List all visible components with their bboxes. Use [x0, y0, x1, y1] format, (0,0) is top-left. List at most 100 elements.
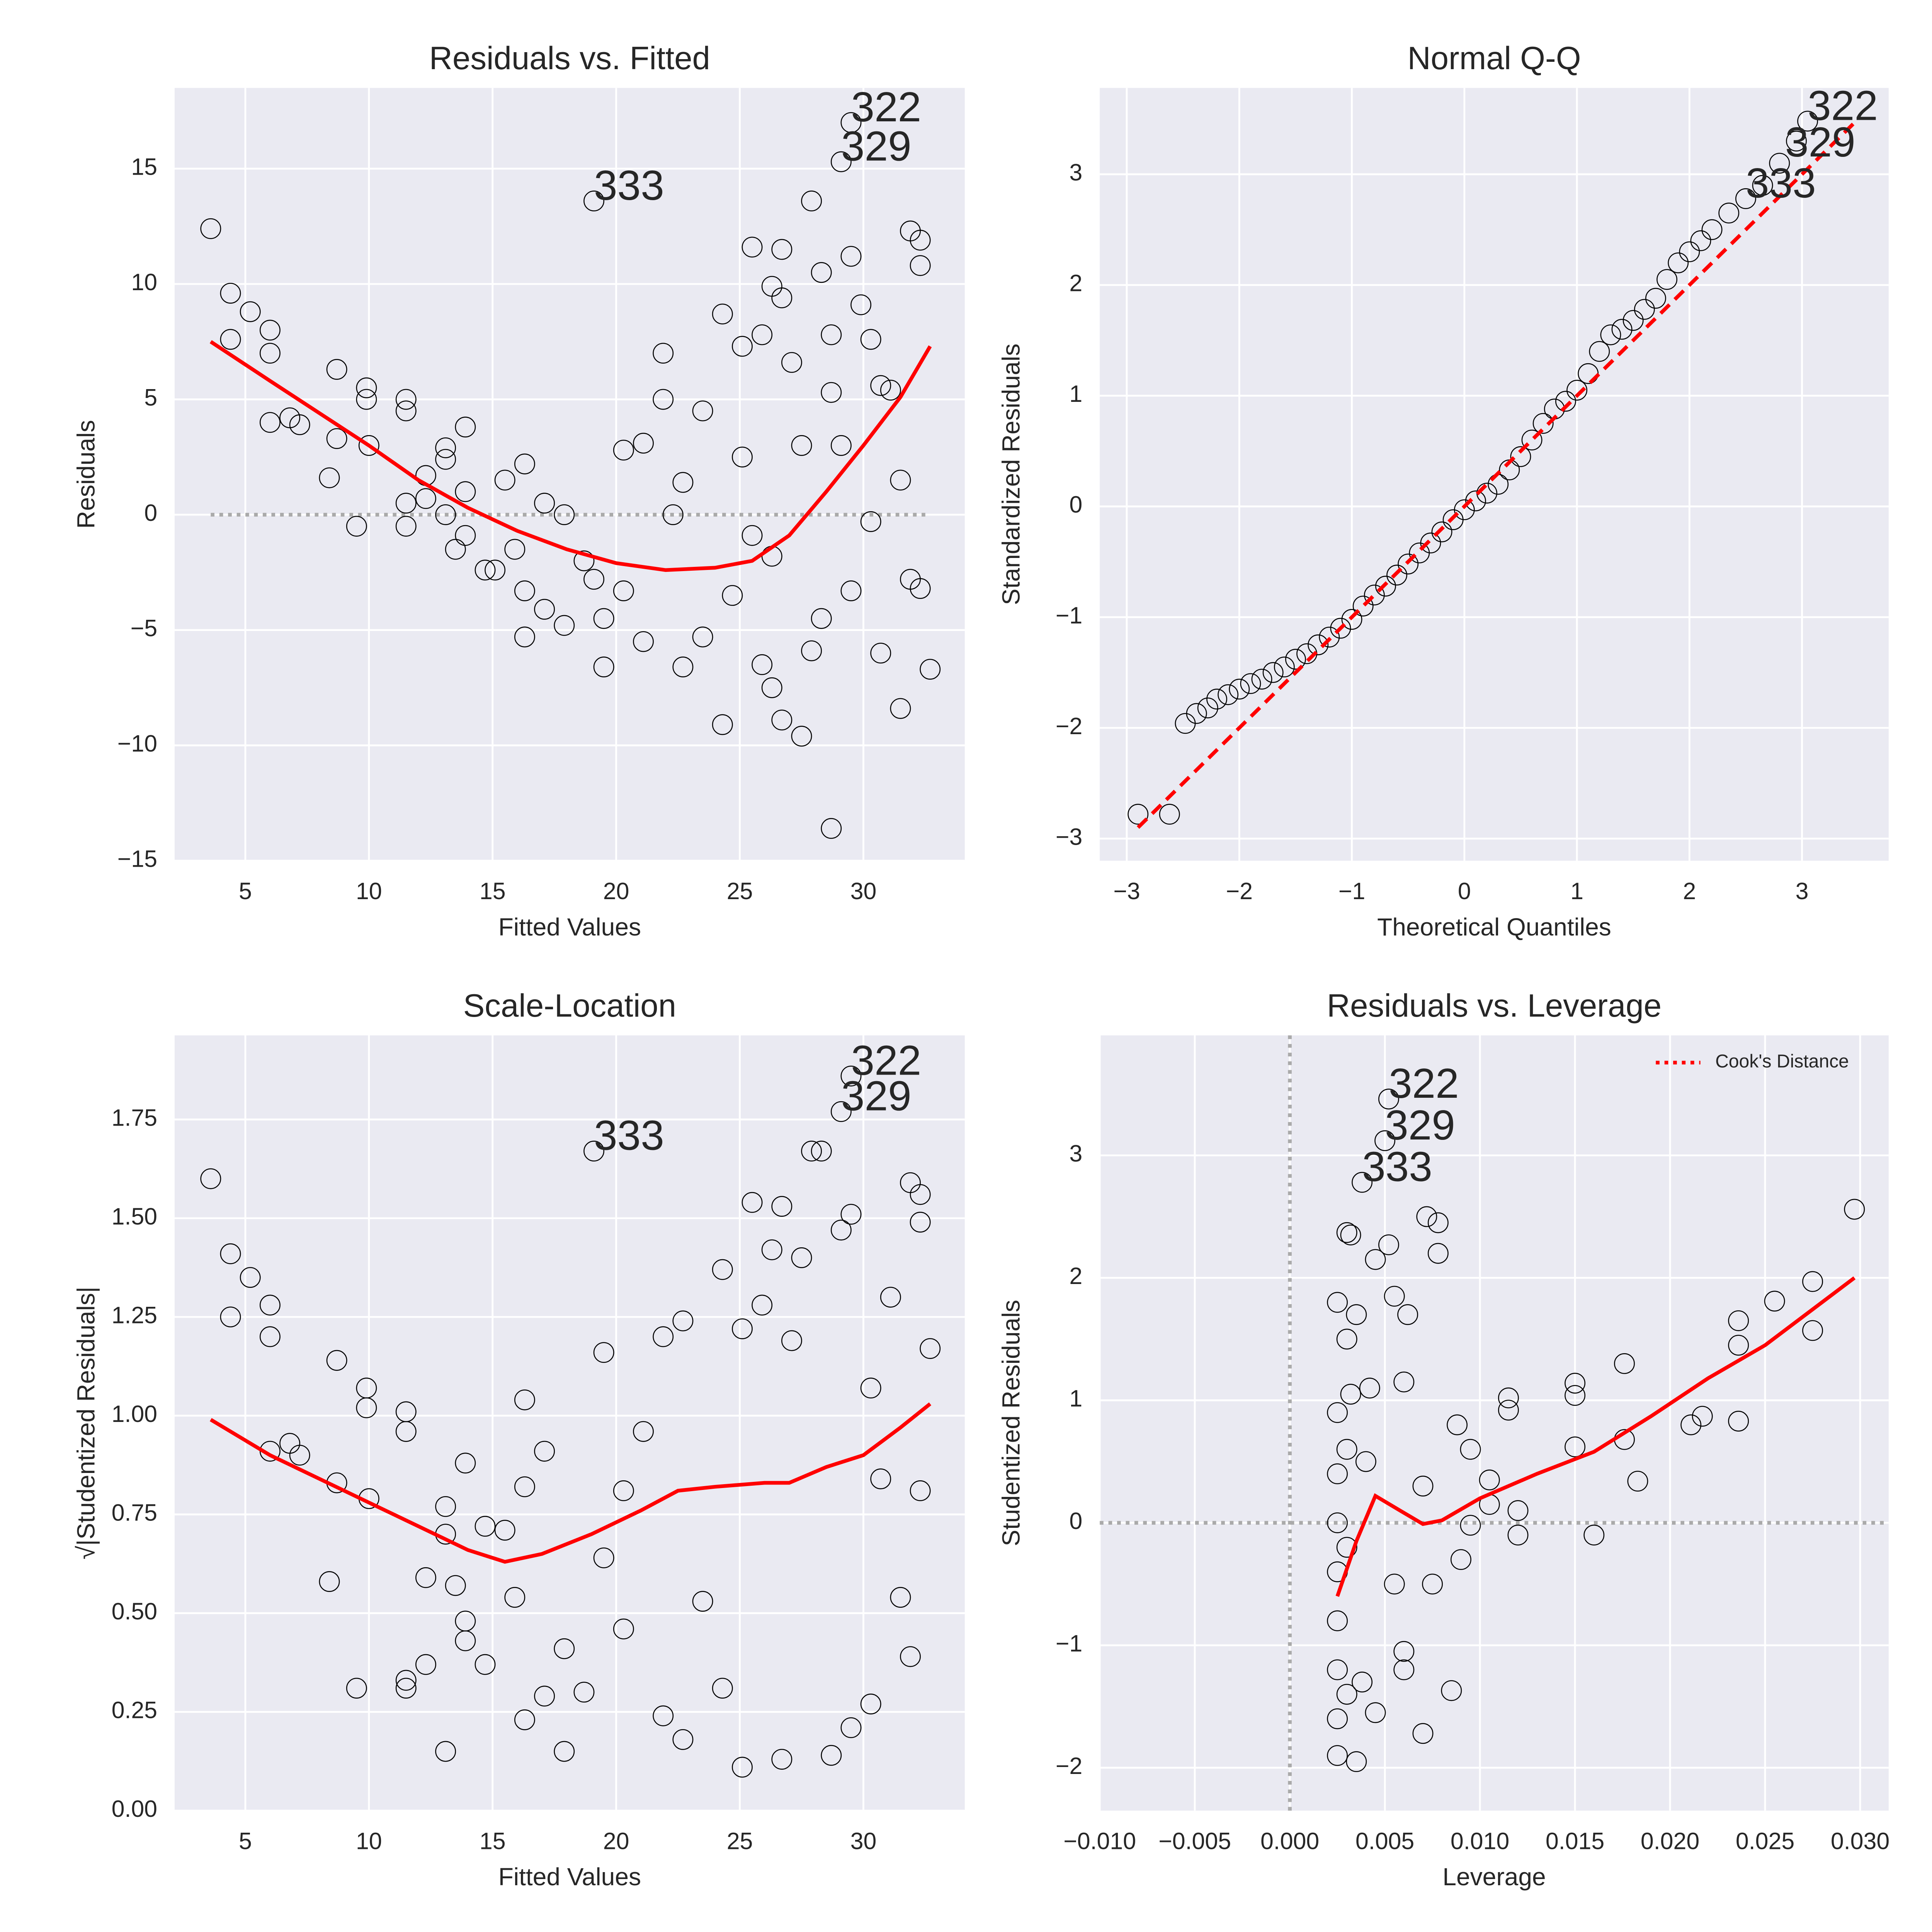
data-point — [1555, 391, 1576, 412]
data-point — [613, 1618, 634, 1639]
data-point — [1507, 1524, 1529, 1546]
data-point — [761, 1239, 782, 1260]
point-annotation: 322 — [851, 83, 921, 131]
data-point — [435, 437, 456, 458]
data-point — [1340, 1225, 1361, 1246]
data-point — [1450, 1549, 1471, 1570]
data-point — [653, 389, 674, 410]
y-tick-label: 5 — [144, 384, 157, 411]
data-point — [1327, 1659, 1348, 1680]
data-point — [1393, 1641, 1415, 1662]
data-point — [514, 580, 535, 601]
data-point — [474, 560, 496, 581]
y-tick-label: −2 — [1056, 1753, 1082, 1779]
x-tick-label: 0.015 — [1546, 1828, 1604, 1854]
x-tick-label: 0.005 — [1355, 1828, 1414, 1854]
y-tick-label: −15 — [117, 846, 157, 872]
data-point — [1346, 1304, 1367, 1325]
y-tick-label: 0 — [1069, 1508, 1082, 1534]
data-point — [474, 1654, 496, 1675]
data-point — [200, 218, 221, 239]
data-point — [1327, 1745, 1348, 1766]
data-point — [1566, 379, 1587, 401]
data-point — [653, 1326, 674, 1347]
data-point — [1229, 679, 1250, 700]
data-point — [752, 1294, 773, 1316]
data-point — [1427, 1212, 1449, 1233]
point-annotation: 322 — [1808, 82, 1878, 129]
data-point — [259, 1326, 281, 1347]
data-point — [1262, 662, 1284, 683]
data-point — [840, 580, 862, 601]
y-tick-label: 1.50 — [112, 1203, 157, 1230]
y-tick-label: 10 — [131, 269, 157, 295]
data-point — [1752, 175, 1773, 196]
data-point — [1285, 649, 1306, 670]
data-point — [200, 1168, 221, 1189]
data-point — [593, 1342, 614, 1363]
y-tick-label: 1.75 — [112, 1104, 157, 1131]
data-point — [771, 1749, 793, 1770]
data-point — [1308, 634, 1329, 655]
point-annotation: 333 — [594, 162, 664, 209]
data-point — [1786, 131, 1807, 152]
data-point — [1346, 1751, 1367, 1772]
data-point — [870, 375, 891, 396]
data-point — [672, 1729, 694, 1750]
data-point — [920, 1338, 941, 1359]
data-point — [801, 1141, 822, 1162]
y-tick-label: 0.25 — [112, 1697, 157, 1723]
data-point — [920, 659, 941, 680]
data-point — [445, 539, 466, 560]
data-point — [395, 1670, 417, 1691]
data-point — [534, 599, 555, 620]
data-point — [672, 1310, 694, 1332]
data-point — [712, 714, 733, 735]
data-point — [1352, 1672, 1372, 1693]
plot-area — [1100, 88, 1889, 861]
data-point — [1728, 1310, 1749, 1331]
data-point — [1365, 1702, 1386, 1723]
data-point — [771, 239, 793, 260]
data-point — [1454, 499, 1475, 520]
x-tick-label: −0.010 — [1063, 1828, 1136, 1854]
data-point — [220, 282, 241, 304]
chart-title: Normal Q-Q — [1407, 40, 1581, 76]
data-point — [554, 504, 575, 525]
y-tick-label: 1 — [1069, 381, 1082, 407]
y-tick-label: −1 — [1056, 1630, 1082, 1656]
chart-title: Residuals vs. Fitted — [429, 40, 710, 76]
x-tick-label: −3 — [1113, 878, 1140, 904]
x-tick-label: 0 — [1458, 878, 1471, 904]
data-point — [791, 726, 812, 747]
point-annotation: 329 — [841, 122, 912, 170]
x-tick-label: 15 — [480, 1828, 506, 1854]
data-point — [1240, 673, 1261, 694]
data-point — [1416, 1206, 1437, 1227]
data-point — [910, 1480, 931, 1501]
data-point — [1378, 1234, 1399, 1255]
data-point — [1412, 1723, 1434, 1744]
data-point — [1375, 576, 1396, 597]
data-point — [1352, 595, 1374, 617]
data-point — [259, 320, 281, 341]
data-point — [1197, 697, 1218, 719]
data-point — [1352, 1172, 1372, 1193]
x-tick-label: 2 — [1683, 878, 1696, 904]
data-point — [1384, 1573, 1405, 1595]
y-tick-label: −2 — [1056, 713, 1082, 739]
data-point — [435, 504, 456, 525]
data-point — [840, 1717, 862, 1738]
data-point — [722, 585, 743, 606]
data-point — [494, 469, 515, 491]
data-point — [821, 324, 842, 345]
x-axis-label: Fitted Values — [498, 913, 641, 941]
data-point — [220, 1306, 241, 1328]
data-point — [583, 569, 604, 590]
data-point — [326, 359, 347, 380]
data-point — [1802, 1320, 1823, 1341]
data-point — [395, 389, 417, 410]
data-point — [1465, 490, 1486, 512]
data-point — [593, 656, 614, 677]
